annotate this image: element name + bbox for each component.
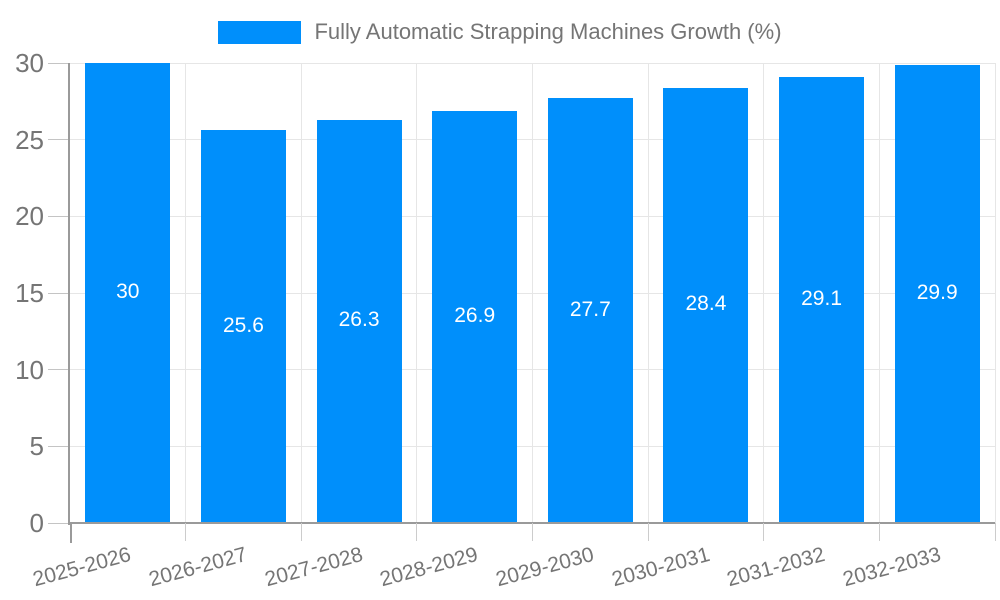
x-axis-tick (416, 523, 418, 541)
x-tick-label: 2025-2026 (30, 543, 134, 592)
y-tick-label: 15 (15, 278, 44, 308)
legend-swatch-icon (218, 20, 302, 44)
bar[interactable]: 28.4 (663, 87, 749, 523)
y-tick-label: 25 (15, 124, 44, 155)
x-tick-label: 2026-2027 (146, 543, 250, 592)
x-axis-tick (994, 523, 996, 541)
gridline-vertical (994, 63, 996, 523)
x-axis-tick (647, 523, 649, 541)
x-axis-tick (69, 523, 72, 543)
bar-value-label: 30 (116, 280, 140, 303)
y-axis-tick (48, 522, 70, 524)
bar[interactable]: 27.7 (547, 98, 633, 523)
gridline-vertical (300, 63, 302, 523)
y-tick-label: 30 (15, 48, 44, 78)
bar[interactable]: 29.1 (779, 76, 865, 523)
y-axis-tick (48, 215, 70, 217)
bar[interactable]: 30 (85, 63, 171, 523)
gridline-vertical (185, 63, 187, 523)
plot-area: 0 5 10 15 20 25 30 30 25.6 26.3 26.9 27.7 28.4 29.1 29… (15, 50, 996, 591)
x-tick-label: 2028-2029 (377, 543, 481, 592)
bar[interactable]: 26.3 (316, 119, 402, 523)
y-axis-tick (48, 139, 70, 141)
x-axis-tick (185, 523, 187, 541)
y-axis-tick (48, 292, 70, 294)
x-tick-label: 2031-2032 (724, 543, 828, 592)
bar[interactable]: 25.6 (200, 130, 286, 523)
x-axis-tick (878, 523, 880, 541)
gridline-vertical (532, 63, 533, 523)
x-tick-label: 2030-2031 (608, 543, 712, 592)
x-tick-label: 2032-2033 (840, 543, 944, 592)
y-tick-label: 10 (15, 354, 44, 385)
gridline-vertical (878, 63, 880, 523)
x-tick-label: 2029-2030 (493, 543, 597, 592)
x-axis-line (68, 522, 995, 524)
gridline-vertical (647, 63, 649, 523)
legend-label: Fully Automatic Strapping Machines Growt… (314, 19, 782, 44)
bar-value-label: 26.3 (338, 308, 380, 332)
x-axis-tick (532, 523, 533, 541)
bar-value-label: 28.4 (685, 292, 727, 316)
y-axis-tick (48, 445, 70, 447)
y-tick-label: 20 (15, 201, 44, 232)
x-tick-label: 2027-2028 (262, 543, 366, 592)
bar-value-label: 29.9 (916, 280, 958, 304)
bar[interactable]: 29.9 (894, 64, 980, 523)
gridline-vertical (416, 63, 418, 523)
bar[interactable]: 26.9 (432, 110, 518, 523)
bar-value-label: 27.7 (569, 297, 611, 321)
legend-item[interactable]: Fully Automatic Strapping Machines Growt… (218, 19, 782, 45)
bar-value-label: 25.6 (223, 313, 264, 337)
y-axis-tick (48, 62, 70, 64)
y-axis-tick (48, 369, 70, 371)
bar-value-label: 29.1 (801, 286, 842, 310)
gridline-vertical (763, 63, 765, 523)
x-axis-tick (763, 523, 765, 541)
y-tick-label: 0 (29, 508, 44, 538)
legend: Fully Automatic Strapping Machines Growt… (0, 19, 1000, 45)
y-tick-label: 5 (29, 431, 44, 462)
bar-value-label: 26.9 (454, 303, 496, 327)
y-axis-line (68, 63, 70, 525)
x-axis-tick (300, 523, 302, 541)
